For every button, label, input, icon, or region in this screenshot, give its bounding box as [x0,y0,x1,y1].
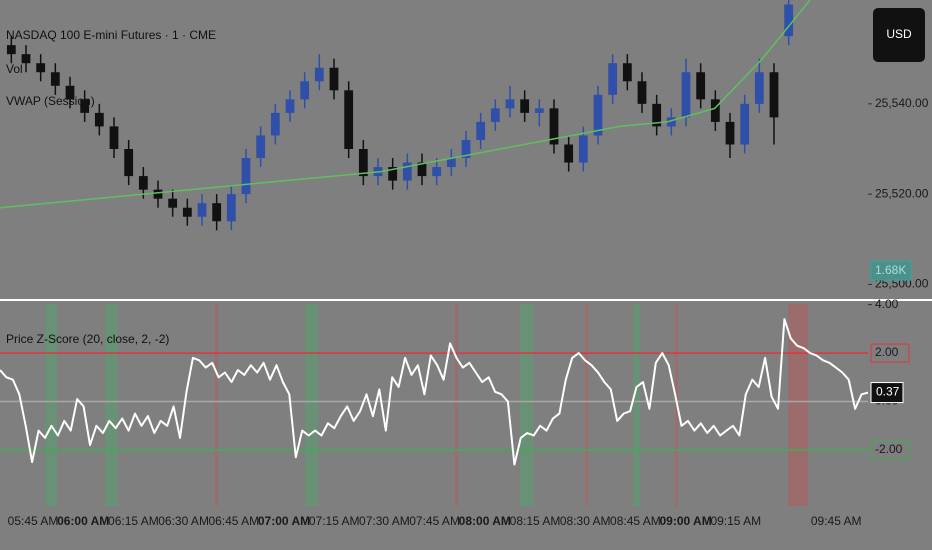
candle-body [725,121,735,145]
y-tick-label: 2.00 [875,345,899,359]
candle-body [36,63,46,73]
candle-body [241,158,251,195]
candle-body [197,203,207,217]
y-tick-label: 4.00 [875,297,899,311]
candle-body [6,45,16,55]
candle-body [432,167,442,177]
y-tick-label: -2.00 [875,442,903,456]
candle-body [285,99,295,113]
candle-body [21,54,31,64]
candle-body [769,72,779,118]
candle-body [388,167,398,181]
x-tick-label: 07:45 AM [409,514,460,528]
candle-body [168,198,178,208]
y-tick-label: 25,540.00 [875,96,929,110]
x-tick-label: 06:30 AM [158,514,209,528]
candle-body [578,135,588,163]
candle-body [80,99,90,113]
candle-body [461,139,471,159]
candle-body [65,85,75,100]
candle-body [564,144,574,163]
chart-title: NASDAQ 100 E-mini Futures · 1 · CME [6,28,216,42]
x-tick-label: 05:45 AM [8,514,59,528]
candle-body [681,72,691,118]
currency-label: USD [886,27,912,41]
candle-body [490,108,500,122]
candle-body [666,117,676,127]
candle-body [534,108,544,113]
candle-body [505,99,515,109]
candle-body [402,162,412,181]
currency-button[interactable] [873,8,925,62]
candle-body [109,126,119,149]
x-tick-label: 07:30 AM [359,514,410,528]
candle-body [124,149,134,177]
x-tick-label: 08:15 AM [510,514,561,528]
candle-body [50,72,60,86]
candle-body [344,90,354,149]
x-tick-label: 07:15 AM [309,514,360,528]
volume-label-box [870,260,912,281]
candle-body [622,63,632,82]
candle-body [226,194,236,222]
candle-body [710,99,720,122]
candle-body [593,94,603,136]
candle-body [417,162,427,177]
zscore-line [0,318,869,466]
x-tick-label: 08:00 AM [459,514,511,528]
level-box [870,343,910,363]
candle-body [138,176,148,190]
candle-body [696,72,706,100]
candle-body [784,4,794,37]
candle-body [549,108,559,145]
candle-body [520,99,530,113]
candle-body [637,81,647,104]
candle-body [94,112,104,127]
x-tick-label: 06:00 AM [57,514,109,528]
candle-body [314,67,324,82]
value-box [870,382,904,404]
candle-body [608,63,618,95]
x-tick-label: 09:15 AM [710,514,761,528]
candle-body [300,81,310,100]
volume-label: 1.68K [875,263,906,277]
x-tick-label: 08:30 AM [560,514,611,528]
level-box [870,440,910,460]
candle-body [446,158,456,168]
x-tick-label: 09:00 AM [659,514,711,528]
candle-body [358,149,368,177]
x-tick-label: 09:45 AM [811,514,862,528]
candle-body [476,121,486,140]
legend-entry: Vol [6,62,23,76]
x-tick-label: 08:45 AM [610,514,661,528]
candle-body [270,112,280,136]
vwap-line [0,0,811,209]
candle-body [754,72,764,104]
y-tick-label: 25,520.00 [875,186,929,200]
candle-body [153,189,163,199]
candle-body [740,103,750,145]
current-value: 0.37 [876,385,900,399]
candle-body [256,135,266,159]
candle-body [182,207,192,217]
x-tick-label: 06:45 AM [208,514,259,528]
candle-body [212,203,222,222]
x-tick-label: 06:15 AM [108,514,159,528]
indicator-title: Price Z-Score (20, close, 2, -2) [6,332,169,346]
x-tick-label: 07:00 AM [258,514,310,528]
candle-body [329,67,339,91]
candle-body [652,103,662,127]
